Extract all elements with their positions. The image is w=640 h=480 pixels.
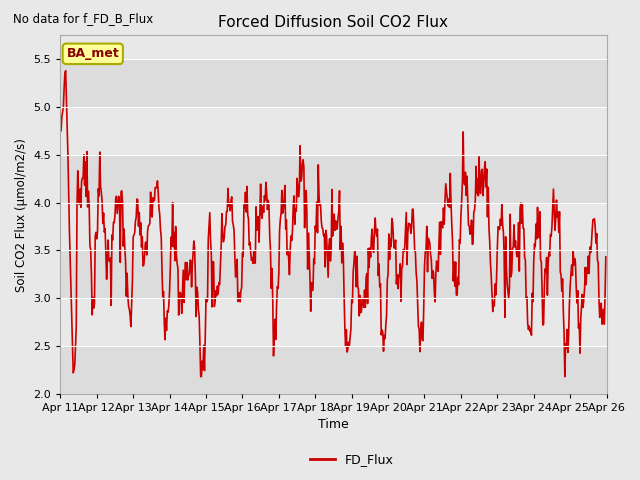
Bar bbox=[60, 251, 607, 298]
Bar bbox=[60, 107, 607, 155]
Bar bbox=[60, 298, 607, 346]
X-axis label: Time: Time bbox=[318, 419, 349, 432]
Bar bbox=[60, 203, 607, 251]
Y-axis label: Soil CO2 Flux (μmol/m2/s): Soil CO2 Flux (μmol/m2/s) bbox=[15, 138, 28, 291]
Legend: FD_Flux: FD_Flux bbox=[305, 448, 399, 471]
Text: BA_met: BA_met bbox=[67, 48, 119, 60]
Text: No data for f_FD_B_Flux: No data for f_FD_B_Flux bbox=[13, 12, 153, 25]
Bar bbox=[60, 155, 607, 203]
Title: Forced Diffusion Soil CO2 Flux: Forced Diffusion Soil CO2 Flux bbox=[218, 15, 449, 30]
Bar bbox=[60, 59, 607, 107]
Bar bbox=[60, 346, 607, 394]
